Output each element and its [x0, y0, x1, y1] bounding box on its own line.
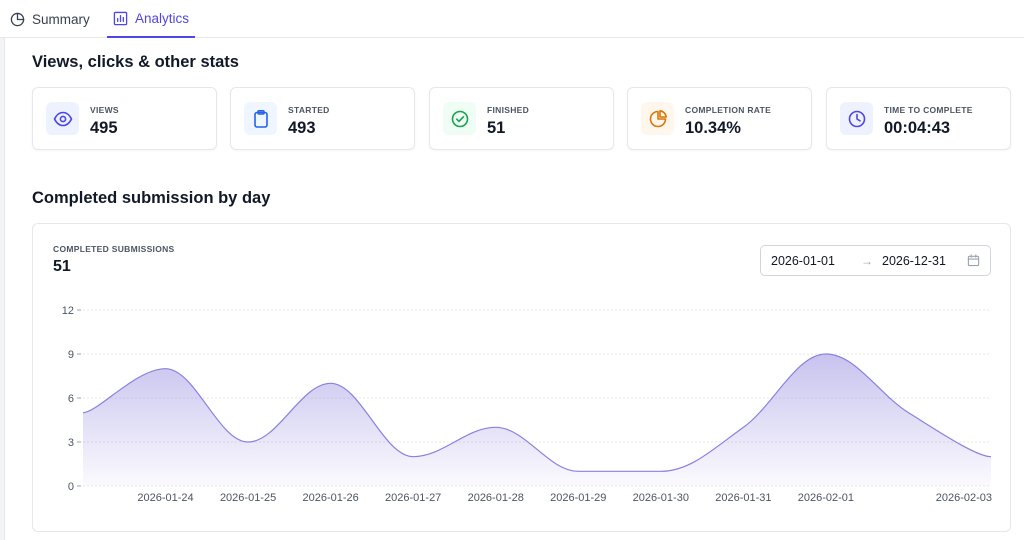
chart-point[interactable] [987, 453, 995, 461]
stats-heading: Views, clicks & other stats [32, 53, 239, 71]
completed-submissions-value: 51 [53, 258, 71, 275]
stat-value: 51 [487, 119, 506, 137]
tab-analytics[interactable]: Analytics [107, 0, 196, 38]
chart-y-axis: 0 3 6 9 12 [62, 305, 81, 493]
stat-label: VIEWS [90, 105, 119, 115]
chart-point[interactable] [327, 379, 335, 387]
pie-chart-icon [641, 102, 674, 135]
stat-card-started: STARTED 493 [230, 87, 415, 150]
stat-label: TIME TO COMPLETE [884, 105, 973, 115]
y-tick-label: 0 [68, 481, 74, 493]
stat-value: 00:04:43 [884, 119, 951, 137]
chart-heading: Completed submission by day [32, 189, 271, 207]
x-tick-label: 2026-01-26 [302, 492, 358, 504]
y-tick-label: 6 [68, 393, 74, 405]
stat-card-completion-rate: COMPLETION RATE 10.34% [627, 87, 812, 150]
tab-summary-label: Summary [32, 11, 90, 27]
eye-icon [46, 102, 79, 135]
x-tick-label: 2026-01-25 [220, 492, 276, 504]
x-tick-label: 2026-01-31 [715, 492, 771, 504]
chart-point[interactable] [574, 467, 582, 475]
tab-bar: Summary Analytics [0, 0, 1024, 38]
clipboard-icon [244, 102, 277, 135]
chart-point[interactable] [739, 423, 747, 431]
stat-card-views: VIEWS 495 [32, 87, 217, 150]
check-circle-icon [443, 102, 476, 135]
chart-point[interactable] [657, 467, 665, 475]
stat-label: COMPLETION RATE [685, 105, 772, 115]
bar-chart-icon [113, 11, 128, 26]
chart-area-layer [79, 350, 995, 486]
x-tick-label: 2026-02-03 [936, 492, 992, 504]
completed-submissions-label: COMPLETED SUBMISSIONS [53, 244, 175, 254]
chart-point[interactable] [409, 453, 417, 461]
x-tick-label: 2026-01-29 [550, 492, 606, 504]
date-from[interactable]: 2026-01-01 [771, 253, 835, 268]
x-tick-label: 2026-01-28 [468, 492, 524, 504]
date-range-picker[interactable]: 2026-01-01 → 2026-12-31 [760, 245, 991, 276]
clock-icon [840, 102, 873, 135]
chart-area-fill [83, 354, 991, 486]
calendar-icon[interactable] [967, 254, 980, 270]
y-tick-label: 3 [68, 437, 74, 449]
chart-card: COMPLETED SUBMISSIONS 51 2026-01-01 → 20… [32, 223, 1011, 532]
chart-point[interactable] [162, 365, 170, 373]
stat-value: 493 [288, 119, 316, 137]
left-gutter [0, 38, 5, 540]
tab-summary[interactable]: Summary [10, 0, 90, 38]
stat-value: 10.34% [685, 119, 741, 137]
x-tick-label: 2026-01-24 [137, 492, 193, 504]
date-to[interactable]: 2026-12-31 [882, 253, 946, 268]
x-tick-label: 2026-02-01 [798, 492, 854, 504]
arrow-right-icon: → [861, 253, 873, 268]
stat-card-time-to-complete: TIME TO COMPLETE 00:04:43 [826, 87, 1011, 150]
area-chart: 2026-01-24 2026-01-25 2026-01-26 2026-01-27… [62, 305, 995, 504]
chart-x-axis: 2026-01-24 2026-01-25 2026-01-26 2026-01-27… [137, 492, 992, 504]
pie-chart-icon [10, 12, 25, 27]
stats-cards: VIEWS 495 STARTED 493 FINISHED 51 [32, 87, 1011, 150]
chart-point[interactable] [904, 409, 912, 417]
chart-point[interactable] [492, 423, 500, 431]
x-tick-label: 2026-01-30 [633, 492, 689, 504]
stat-label: STARTED [288, 105, 330, 115]
y-tick-label: 12 [62, 305, 74, 317]
y-tick-label: 9 [68, 349, 74, 361]
chart-series-line [82, 353, 992, 472]
x-tick-label: 2026-01-27 [385, 492, 441, 504]
chart-point[interactable] [244, 438, 252, 446]
chart-point[interactable] [79, 409, 87, 417]
stat-card-finished: FINISHED 51 [429, 87, 614, 150]
tab-analytics-label: Analytics [135, 10, 190, 26]
stat-label: FINISHED [487, 105, 530, 115]
stat-value: 495 [90, 119, 118, 137]
chart-point[interactable] [822, 350, 830, 358]
